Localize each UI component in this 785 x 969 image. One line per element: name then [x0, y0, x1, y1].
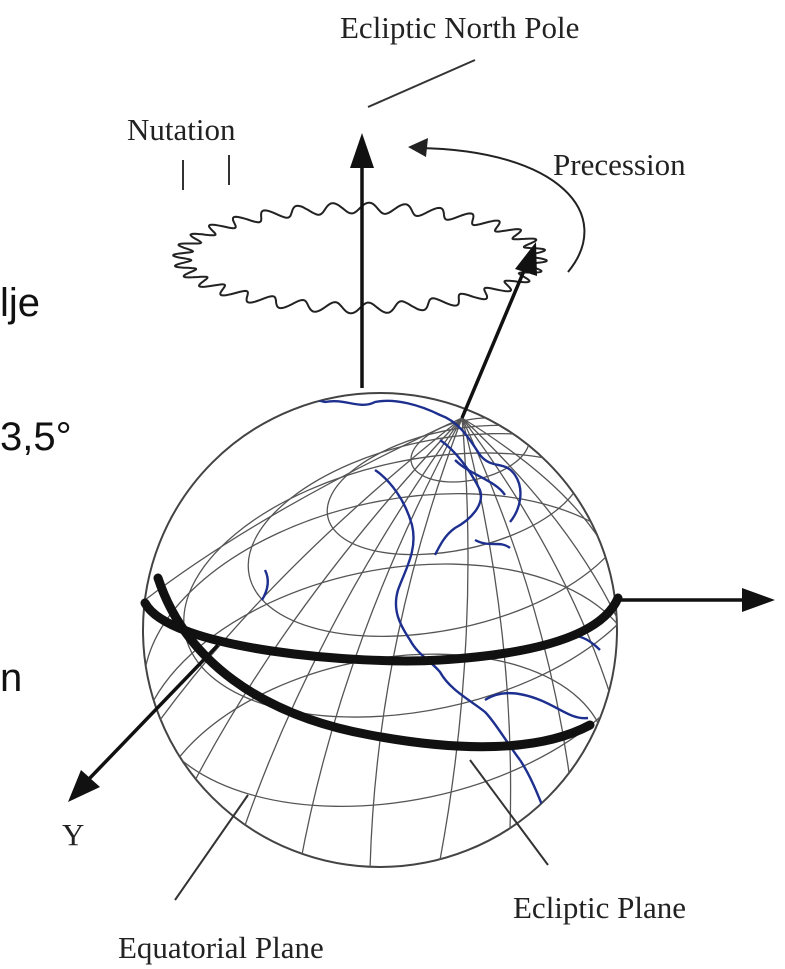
ecliptic-band: [153, 573, 595, 752]
latitude-line: [247, 432, 617, 638]
meridian-line: [189, 417, 463, 791]
meridian-line: [461, 417, 613, 701]
meridian-line: [439, 417, 469, 861]
meridian-line: [461, 417, 601, 541]
y-axis-arrowhead: [742, 588, 775, 612]
equatorial-plane-leader: [174, 794, 249, 901]
ecliptic-north-pole-label: Ecliptic North Pole: [340, 10, 579, 45]
nutation-ring: [172, 201, 548, 315]
vernal-equinox-symbol: Υ: [62, 817, 84, 852]
ecliptic-north-pole-leader: [367, 59, 476, 108]
precession-arc: [417, 147, 586, 273]
precession-label: Precession: [553, 147, 686, 182]
side-text-line3: n: [0, 656, 22, 700]
precession-arrowhead: [408, 138, 428, 157]
globe: [142, 392, 618, 868]
equator-band: [140, 593, 623, 666]
vernal-equinox-axis: [86, 643, 220, 782]
meridian-line: [369, 417, 463, 867]
side-text-line1: lje: [0, 281, 40, 325]
side-text-line2: 3,5°: [0, 415, 72, 459]
rotation-axis-arrowhead: [515, 242, 537, 276]
equatorial-plane-label: Equatorial Plane: [118, 930, 324, 965]
meridian-line: [461, 417, 617, 621]
ecliptic-plane-leader: [469, 759, 549, 866]
rotation-axis: [460, 265, 528, 419]
meridian-line: [144, 417, 463, 601]
nutation-label: Nutation: [127, 112, 236, 147]
vernal-equinox-arrowhead: [68, 770, 100, 802]
ecliptic-pole-arrowhead: [350, 133, 374, 168]
ecliptic-plane-label: Ecliptic Plane: [513, 890, 686, 925]
